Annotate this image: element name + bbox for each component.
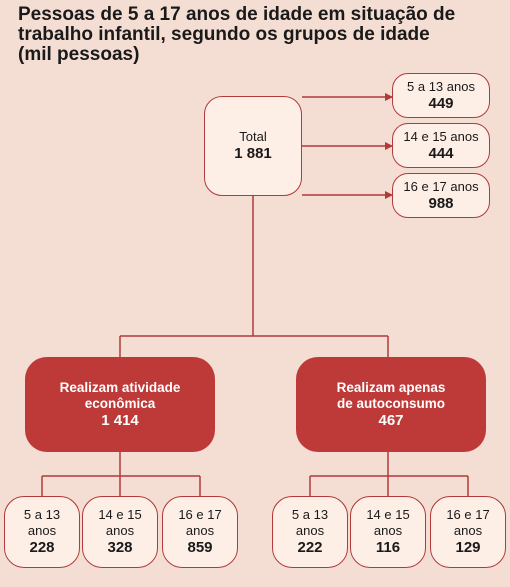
group-value: 328 bbox=[107, 539, 133, 556]
group-value: 444 bbox=[428, 144, 454, 162]
group-value: 988 bbox=[428, 194, 454, 212]
total-group-16-17: 16 e 17 anos 988 bbox=[392, 173, 490, 218]
group-label: 5 a 13 anos bbox=[407, 78, 475, 94]
group-label: 16 e 17 anos bbox=[446, 507, 490, 538]
economic-group-5-13: 5 a 13 anos 228 bbox=[4, 496, 80, 568]
group-label: 16 e 17 anos bbox=[178, 507, 222, 538]
economic-group-16-17: 16 e 17 anos 859 bbox=[162, 496, 238, 568]
group-label: 5 a 13 anos bbox=[23, 507, 61, 538]
group-value: 449 bbox=[428, 94, 454, 112]
group-label: 16 e 17 anos bbox=[403, 178, 479, 194]
group-value: 859 bbox=[187, 539, 213, 556]
group-value: 129 bbox=[455, 539, 481, 556]
self-consumption-box: Realizam apenas de autoconsumo 467 bbox=[296, 357, 486, 452]
group-label: 5 a 13 anos bbox=[291, 507, 329, 538]
diagram-title: Pessoas de 5 a 17 anos de idade em situa… bbox=[18, 4, 456, 65]
self-group-16-17: 16 e 17 anos 129 bbox=[430, 496, 506, 568]
total-label: Total bbox=[239, 129, 267, 144]
economic-group-14-15: 14 e 15 anos 328 bbox=[82, 496, 158, 568]
self-group-14-15: 14 e 15 anos 116 bbox=[350, 496, 426, 568]
group-value: 116 bbox=[375, 539, 401, 556]
group-label: 14 e 15 anos bbox=[98, 507, 142, 538]
economic-activity-box: Realizam atividade econômica 1 414 bbox=[25, 357, 215, 452]
total-box: Total 1 881 bbox=[204, 96, 302, 196]
economic-label: Realizam atividade econômica bbox=[59, 379, 181, 411]
economic-value: 1 414 bbox=[101, 411, 139, 429]
group-label: 14 e 15 anos bbox=[366, 507, 410, 538]
self-consumption-value: 467 bbox=[378, 411, 404, 429]
self-group-5-13: 5 a 13 anos 222 bbox=[272, 496, 348, 568]
group-value: 222 bbox=[297, 539, 323, 556]
group-value: 228 bbox=[29, 539, 55, 556]
total-value: 1 881 bbox=[234, 145, 272, 162]
group-label: 14 e 15 anos bbox=[403, 128, 479, 144]
self-consumption-label: Realizam apenas de autoconsumo bbox=[336, 379, 446, 411]
total-group-5-13: 5 a 13 anos 449 bbox=[392, 73, 490, 118]
total-group-14-15: 14 e 15 anos 444 bbox=[392, 123, 490, 168]
